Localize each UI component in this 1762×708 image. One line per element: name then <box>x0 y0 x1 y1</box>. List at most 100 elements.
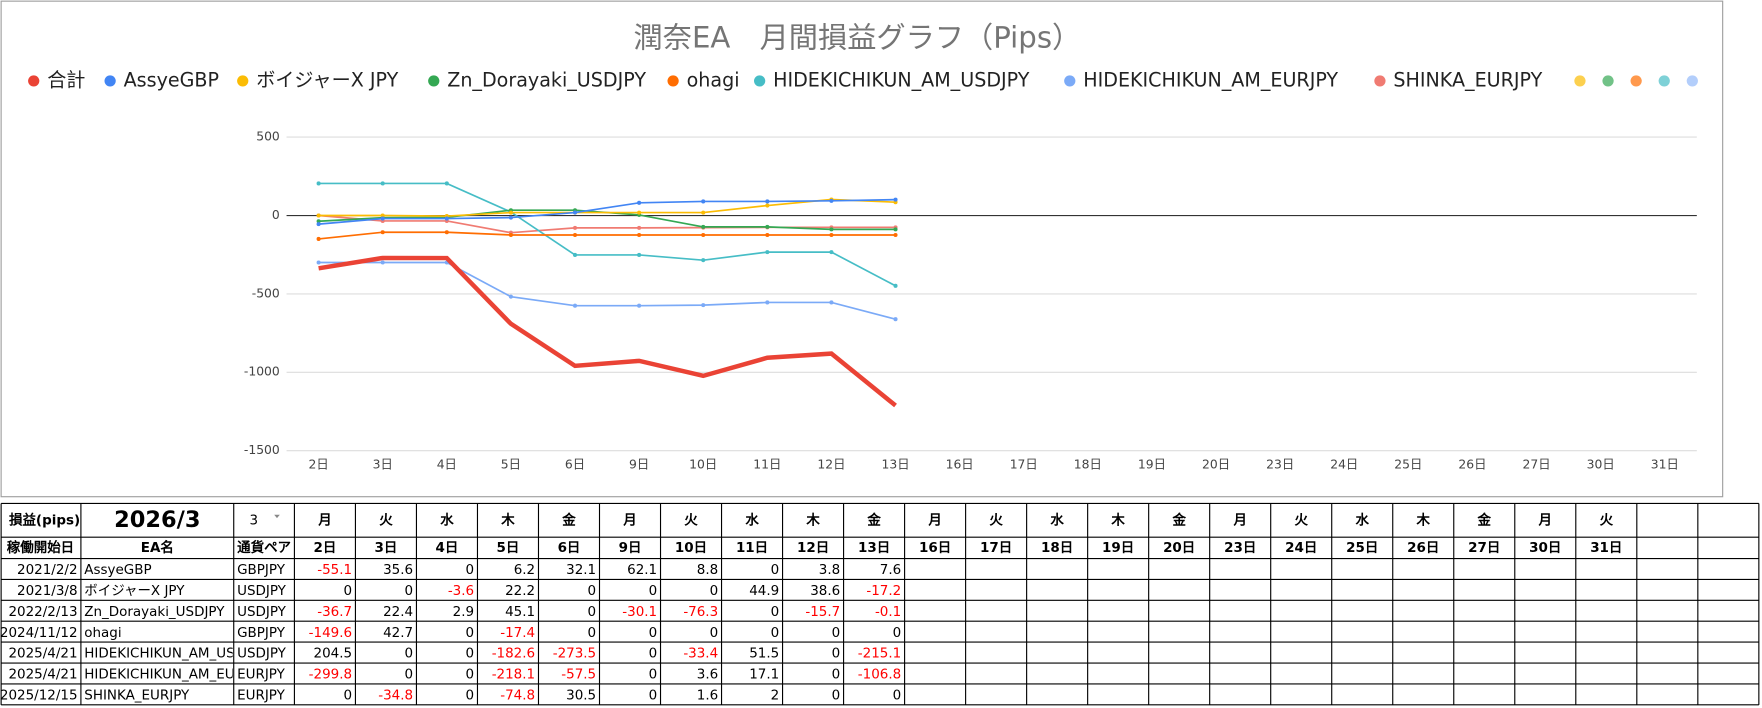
point <box>444 181 449 186</box>
pips-value: -57.5 <box>561 667 596 683</box>
weekday: 火 <box>684 512 698 528</box>
point <box>829 232 834 238</box>
chart-frame <box>0 0 1724 498</box>
point <box>508 294 513 299</box>
ea-name: Zn_Dorayaki_USDJPY <box>84 604 225 620</box>
pips-value: -17.2 <box>866 583 901 599</box>
pips-value: 0 <box>649 687 658 703</box>
legend-label: ボイジャーX JPY <box>256 68 398 91</box>
y-tick-label: -1500 <box>244 443 280 457</box>
weekday: 木 <box>805 511 820 528</box>
weekday: 月 <box>1232 512 1246 528</box>
point <box>701 224 706 229</box>
pips-value: -76.3 <box>683 604 718 620</box>
pips-value: 0 <box>466 667 475 683</box>
pips-value: -36.7 <box>317 604 352 620</box>
weekday: 金 <box>866 511 881 528</box>
pips-value: -106.8 <box>858 667 901 683</box>
legend-dot <box>237 75 249 87</box>
ea-name: HIDEKICHIKUN_AM_EURJPY <box>84 667 265 683</box>
pips-value: -299.8 <box>309 667 352 683</box>
currency-pair: USDJPY <box>237 583 287 599</box>
column-header: EA名 <box>141 539 174 556</box>
currency-pair: EURJPY <box>237 687 286 703</box>
point <box>572 252 578 257</box>
point <box>316 181 321 186</box>
day-header: 12日 <box>797 540 829 556</box>
table: 損益(pips) 2026/3 3 月 火 水 木 金 月 火 水 木 金 月 火 水 木 金 月 火 水 木 金 月 火稼働開… <box>0 502 1760 706</box>
day-header: 19日 <box>1102 540 1134 556</box>
weekday: 火 <box>379 512 393 528</box>
pips-value: 0 <box>893 687 902 703</box>
ea-name: HIDEKICHIKUN_AM_USDJPY <box>84 646 266 662</box>
pips-value: 0 <box>588 625 597 641</box>
pips-value: 0 <box>710 625 719 641</box>
point <box>893 317 898 322</box>
weekday: 火 <box>1600 512 1614 528</box>
start-date: 2022/2/13 <box>8 604 77 620</box>
point <box>380 213 385 218</box>
legend-dot <box>1064 75 1076 87</box>
weekday: 水 <box>1356 511 1370 528</box>
pips-value: 45.1 <box>505 604 535 620</box>
pips-value: 0 <box>588 604 597 620</box>
weekday: 月 <box>1538 512 1552 528</box>
ea-name: AssyeGBP <box>84 562 151 578</box>
pips-value: -215.1 <box>858 646 901 662</box>
y-tick-label: -1000 <box>244 365 280 379</box>
pips-value: 0 <box>893 625 902 641</box>
day-header: 4日 <box>436 540 459 556</box>
point <box>701 303 706 308</box>
x-tick-label: 2日 <box>308 458 328 472</box>
pips-value: 0 <box>771 625 780 641</box>
legend-dot <box>428 75 440 87</box>
legend-dot <box>1602 75 1614 87</box>
pips-value: -34.8 <box>378 687 413 703</box>
point <box>637 252 642 257</box>
series-line <box>318 198 896 225</box>
pips-value: 0 <box>832 646 841 662</box>
dropdown-arrow[interactable] <box>274 514 280 519</box>
pips-value: 7.6 <box>880 562 901 578</box>
point <box>893 283 898 288</box>
month-label: 2026/3 <box>114 507 200 533</box>
pips-value: 0 <box>771 562 780 578</box>
weekday: 金 <box>1171 511 1186 528</box>
legend-dot <box>754 75 766 87</box>
x-tick-label: 13日 <box>881 458 909 472</box>
day-header: 27日 <box>1468 540 1500 556</box>
pips-value: 1.6 <box>697 687 718 703</box>
currency-pair: GBPJPY <box>237 562 286 578</box>
x-tick-label: 23日 <box>1266 458 1294 472</box>
x-tick-label: 11日 <box>753 458 781 472</box>
pips-value: 0 <box>832 667 841 683</box>
weekday: 月 <box>317 512 331 528</box>
pips-value: 0 <box>832 687 841 703</box>
legend-dot <box>1658 75 1670 87</box>
start-date: 2024/11/12 <box>0 625 78 641</box>
x-tick-label: 17日 <box>1010 458 1038 472</box>
pips-value: 0 <box>343 687 352 703</box>
x-tick-label: 27日 <box>1523 458 1551 472</box>
series-line <box>318 182 896 287</box>
day-header: 17日 <box>980 540 1012 556</box>
point <box>701 210 706 215</box>
x-tick-label: 3日 <box>373 458 393 472</box>
x-tick-label: 16日 <box>946 458 974 472</box>
legend-dot <box>667 75 679 87</box>
series-line <box>318 198 896 217</box>
day-header: 11日 <box>736 540 768 556</box>
pips-value: 0 <box>649 583 658 599</box>
pips-value: 30.5 <box>566 687 596 703</box>
point <box>572 225 578 230</box>
point <box>701 232 706 238</box>
point <box>829 300 834 305</box>
currency-pair: EURJPY <box>237 667 286 683</box>
point <box>380 260 385 265</box>
pips-value: 0 <box>405 646 414 662</box>
weekday: 金 <box>1477 511 1492 528</box>
day-header: 10日 <box>675 540 707 556</box>
weekday: 月 <box>622 512 636 528</box>
y-tick-label: 500 <box>256 130 280 144</box>
x-tick-label: 30日 <box>1587 458 1615 472</box>
